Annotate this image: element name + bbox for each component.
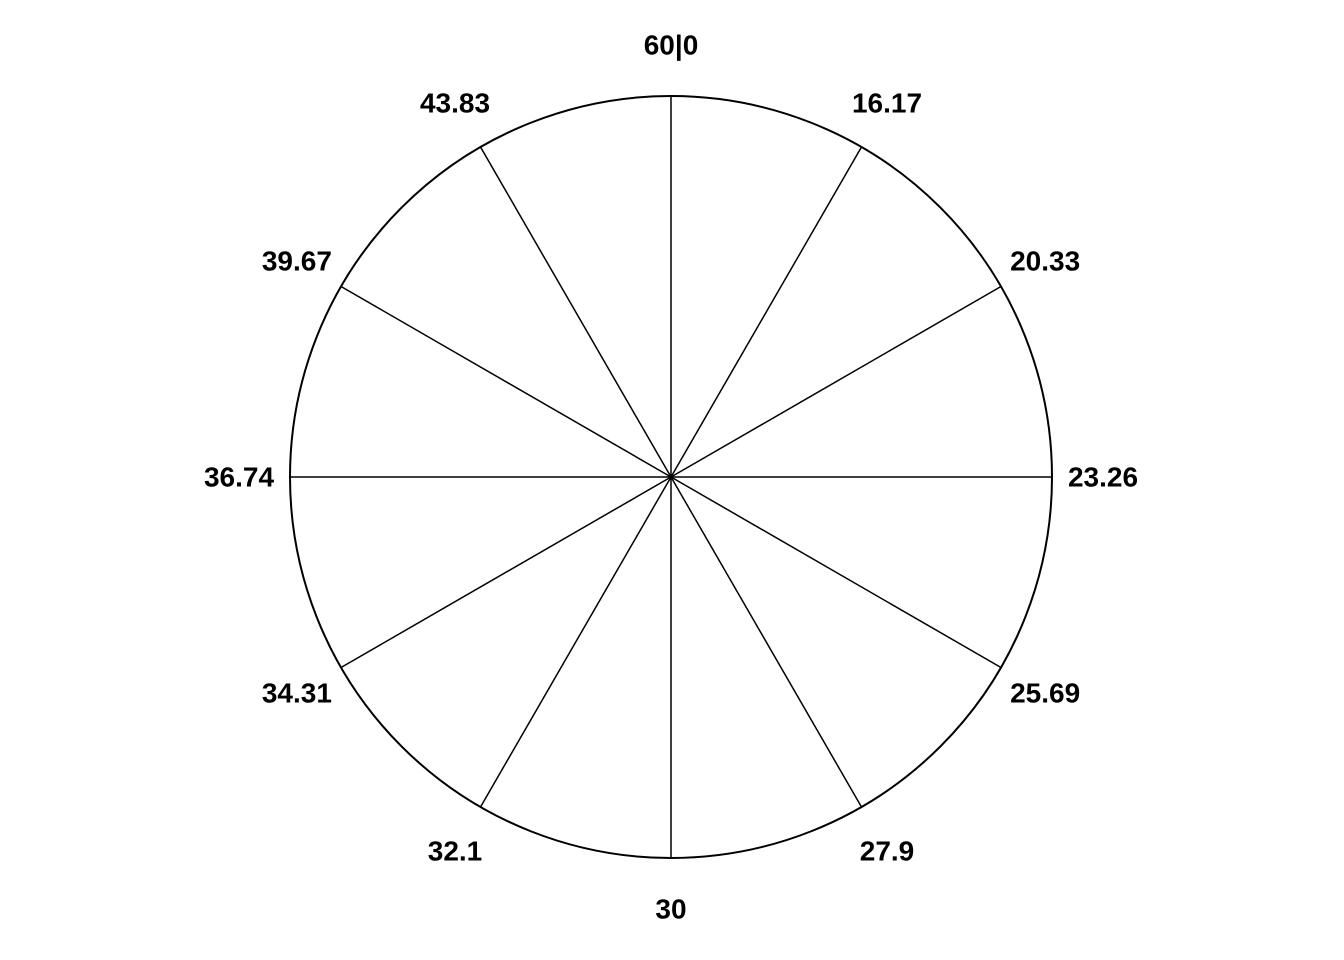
spoke-line [671, 477, 1001, 668]
angular-tick-label: 16.17 [852, 87, 922, 118]
angular-tick-label: 25.69 [1010, 678, 1080, 709]
spoke-line [481, 147, 672, 477]
angular-tick-label: 30 [655, 894, 686, 925]
angular-tick-label: 23.26 [1068, 462, 1138, 493]
angular-tick-label: 39.67 [262, 246, 332, 277]
spoke-line [671, 477, 862, 807]
angular-tick-label: 34.31 [262, 678, 332, 709]
spoke-line [341, 477, 671, 668]
angular-tick-label: 60|0 [644, 30, 699, 61]
spoke-line [481, 477, 672, 807]
angular-tick-label: 27.9 [860, 836, 915, 867]
angular-tick-label: 32.1 [428, 836, 483, 867]
angular-tick-label: 43.83 [420, 87, 490, 118]
angular-tick-label: 20.33 [1010, 246, 1080, 277]
spoke-line [341, 287, 671, 478]
spokes-group [290, 96, 1052, 858]
angular-tick-label: 36.74 [204, 462, 274, 493]
spoke-line [671, 287, 1001, 478]
spoke-line [671, 147, 862, 477]
